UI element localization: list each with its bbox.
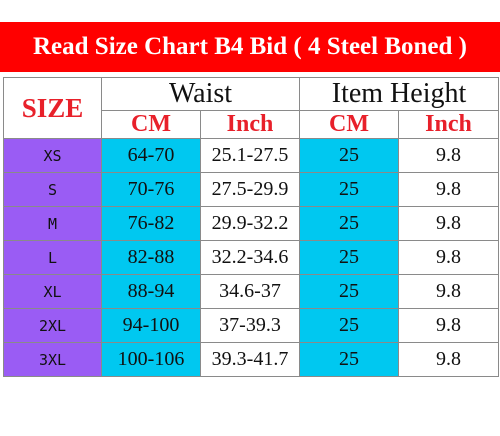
size-cell: S xyxy=(3,172,102,207)
waist-inch-cell: 29.9-32.2 xyxy=(199,206,301,241)
height-cm-cell: 25 xyxy=(299,274,400,309)
height-inch-cell: 9.8 xyxy=(398,308,500,343)
table-row: 3XL 100-106 39.3-41.7 25 9.8 xyxy=(3,342,500,377)
table-row: M 76-82 29.9-32.2 25 9.8 xyxy=(3,206,500,241)
waist-cm-cell: 70-76 xyxy=(101,172,201,207)
waist-cm-header: CM xyxy=(101,110,201,139)
height-inch-cell: 9.8 xyxy=(398,342,500,377)
waist-cm-cell: 88-94 xyxy=(101,274,201,309)
waist-inch-cell: 32.2-34.6 xyxy=(199,240,301,275)
size-cell: XL xyxy=(3,274,102,309)
size-chart-table: SIZE Waist Item Height CM Inch CM Inch X… xyxy=(3,77,500,377)
table-row: XS 64-70 25.1-27.5 25 9.8 xyxy=(3,138,500,173)
waist-cm-cell: 82-88 xyxy=(101,240,201,275)
height-cm-cell: 25 xyxy=(299,206,400,241)
banner-title: Read Size Chart B4 Bid ( 4 Steel Boned ) xyxy=(0,22,500,72)
waist-inch-cell: 37-39.3 xyxy=(199,308,301,343)
size-chart-body: SIZE Waist Item Height CM Inch CM Inch X… xyxy=(3,77,500,377)
waist-cm-cell: 76-82 xyxy=(101,206,201,241)
waist-cm-cell: 100-106 xyxy=(101,342,201,377)
table-row: XL 88-94 34.6-37 25 9.8 xyxy=(3,274,500,309)
height-inch-cell: 9.8 xyxy=(398,172,500,207)
height-cm-cell: 25 xyxy=(299,308,400,343)
waist-inch-header: Inch xyxy=(199,110,301,139)
size-cell: 2XL xyxy=(3,308,102,343)
header-row: SIZE Waist Item Height xyxy=(3,77,500,139)
size-cell: L xyxy=(3,240,102,275)
item-height-header: Item Height xyxy=(299,77,500,111)
size-header: SIZE xyxy=(3,77,102,139)
height-cm-cell: 25 xyxy=(299,240,400,275)
size-cell: 3XL xyxy=(3,342,102,377)
waist-cm-cell: 64-70 xyxy=(101,138,201,173)
height-cm-cell: 25 xyxy=(299,342,400,377)
waist-header: Waist xyxy=(100,77,301,111)
waist-inch-cell: 34.6-37 xyxy=(199,274,301,309)
table-row: L 82-88 32.2-34.6 25 9.8 xyxy=(3,240,500,275)
size-cell: M xyxy=(3,206,102,241)
height-inch-cell: 9.8 xyxy=(398,138,500,173)
height-inch-header: Inch xyxy=(398,110,500,139)
height-inch-cell: 9.8 xyxy=(398,240,500,275)
height-cm-cell: 25 xyxy=(299,138,400,173)
waist-inch-cell: 25.1-27.5 xyxy=(199,138,301,173)
waist-inch-cell: 39.3-41.7 xyxy=(199,342,301,377)
size-cell: XS xyxy=(3,138,102,173)
table-row: 2XL 94-100 37-39.3 25 9.8 xyxy=(3,308,500,343)
height-cm-cell: 25 xyxy=(299,172,400,207)
height-inch-cell: 9.8 xyxy=(398,206,500,241)
height-cm-header: CM xyxy=(299,110,400,139)
height-inch-cell: 9.8 xyxy=(398,274,500,309)
table-row: S 70-76 27.5-29.9 25 9.8 xyxy=(3,172,500,207)
waist-inch-cell: 27.5-29.9 xyxy=(199,172,301,207)
waist-cm-cell: 94-100 xyxy=(101,308,201,343)
